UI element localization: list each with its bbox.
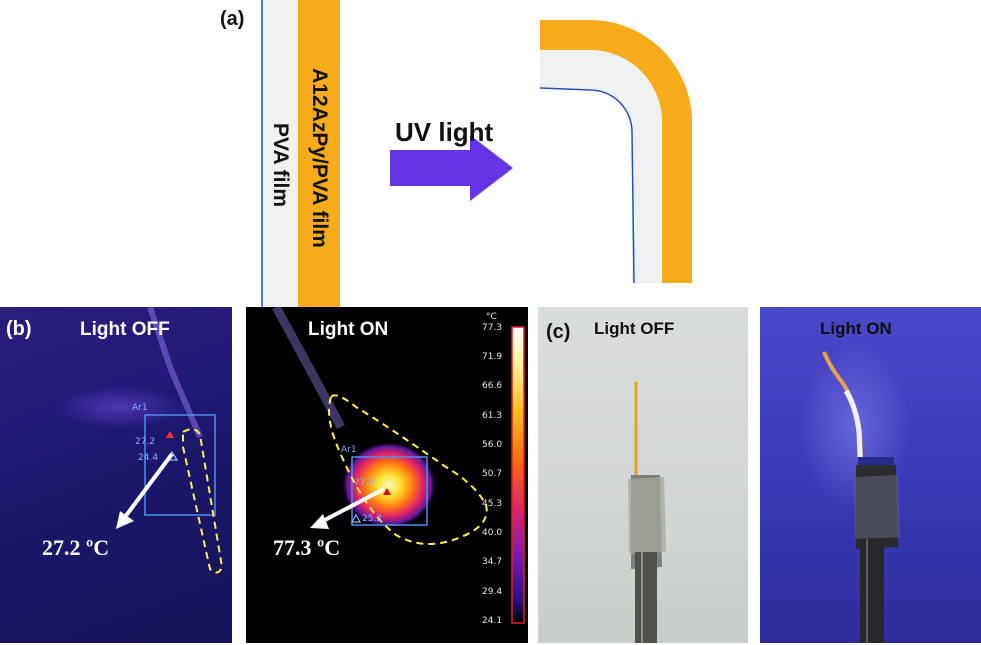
colorbar-tick: 29.4: [482, 587, 503, 597]
colorbar-tick: 56.0: [482, 440, 503, 450]
pointer-arrowhead-on: [310, 514, 329, 529]
max-marker-off: [166, 431, 174, 438]
measure-box-off: [144, 414, 216, 516]
thermal-off-overlay: [116, 307, 224, 574]
sample-streak-off: [147, 307, 203, 439]
photo-on: Light ON: [760, 307, 981, 643]
pointer-arrow-on: [320, 487, 385, 524]
film-bent-photo: [822, 351, 863, 458]
pva-film-straight: [262, 0, 298, 310]
temperature-off: 27.2 ºC: [42, 535, 110, 560]
hotspot: [341, 441, 437, 529]
pva-film-bent-edge: [539, 87, 635, 284]
photo-off-title: Light OFF: [594, 319, 675, 338]
min-reading-off: 24.4: [138, 453, 159, 463]
film-bent-photo-white: [843, 389, 863, 458]
region-outline-off: [182, 428, 224, 574]
measure-box-on: [351, 456, 428, 526]
colorbar-tick: 40.0: [482, 528, 503, 538]
composite-film-label: A12AzPy/PVA film: [308, 68, 331, 248]
tape-off: [628, 477, 666, 554]
colorbar-ticks: 77.3 71.9 66.6 61.3 56.0 50.7 45.3 40.0 …: [482, 323, 510, 627]
panel-a-label: (a): [220, 8, 245, 30]
colorbar-tick: 50.7: [482, 469, 503, 479]
pva-film-bent: [540, 50, 662, 283]
max-reading-off: 27.2: [135, 437, 156, 447]
panel-a-diagram: [261, 0, 692, 310]
colorbar-tick: 34.7: [482, 557, 503, 567]
thermal-on-overlay: [272, 307, 525, 624]
uv-light-label: UV light: [395, 117, 494, 147]
sample-streak-on: [272, 307, 345, 430]
box-label-on: Ar1: [341, 445, 357, 455]
colorbar-tick: 66.6: [482, 381, 503, 391]
colorbar-unit: °C: [486, 312, 497, 322]
colorbar: [511, 326, 525, 624]
temperature-on: 77.3 ºC: [273, 535, 341, 560]
colorbar-tick: 61.3: [482, 411, 503, 421]
holder-rod-on: [860, 539, 884, 643]
region-outline-on: [328, 394, 488, 546]
box-label-off: Ar1: [132, 403, 148, 413]
thermal-off-title: Light OFF: [80, 319, 170, 340]
uv-arrow: [390, 135, 513, 201]
composite-film-bent: [540, 20, 692, 283]
holder-rod-off: [635, 552, 657, 643]
photo-off-drawing: [628, 382, 666, 643]
colorbar-tick: 71.9: [482, 352, 503, 362]
thermal-image-on: Ar1 77.3 25.2 Light ON 77.3 ºC °C 77.3 7…: [246, 307, 528, 643]
photo-on-drawing: [822, 351, 900, 643]
max-marker-on: [383, 488, 391, 495]
thermal-image-off: Ar1 27.2 24.4 Light OFF 27.2 ºC: [0, 307, 232, 643]
pointer-arrowhead-off: [116, 511, 134, 529]
photo-on-title: Light ON: [820, 319, 892, 338]
pointer-arrow-off: [123, 452, 174, 519]
colorbar-tick: 77.3: [482, 323, 503, 333]
min-marker-on: [350, 513, 362, 523]
composite-film-straight: [298, 0, 340, 310]
min-reading-on: 25.2: [362, 514, 383, 524]
max-reading-on: 77.3: [354, 478, 375, 488]
panel-c-label: (c): [546, 321, 571, 343]
colorbar-tick: 45.3: [482, 499, 503, 509]
panel-b-label: (b): [6, 318, 32, 340]
pva-film-label: PVA film: [269, 122, 292, 208]
thermal-on-title: Light ON: [308, 319, 389, 340]
photo-off: (c) Light OFF: [538, 307, 748, 643]
tape-on: [854, 475, 900, 539]
colorbar-tick: 24.1: [482, 616, 503, 626]
